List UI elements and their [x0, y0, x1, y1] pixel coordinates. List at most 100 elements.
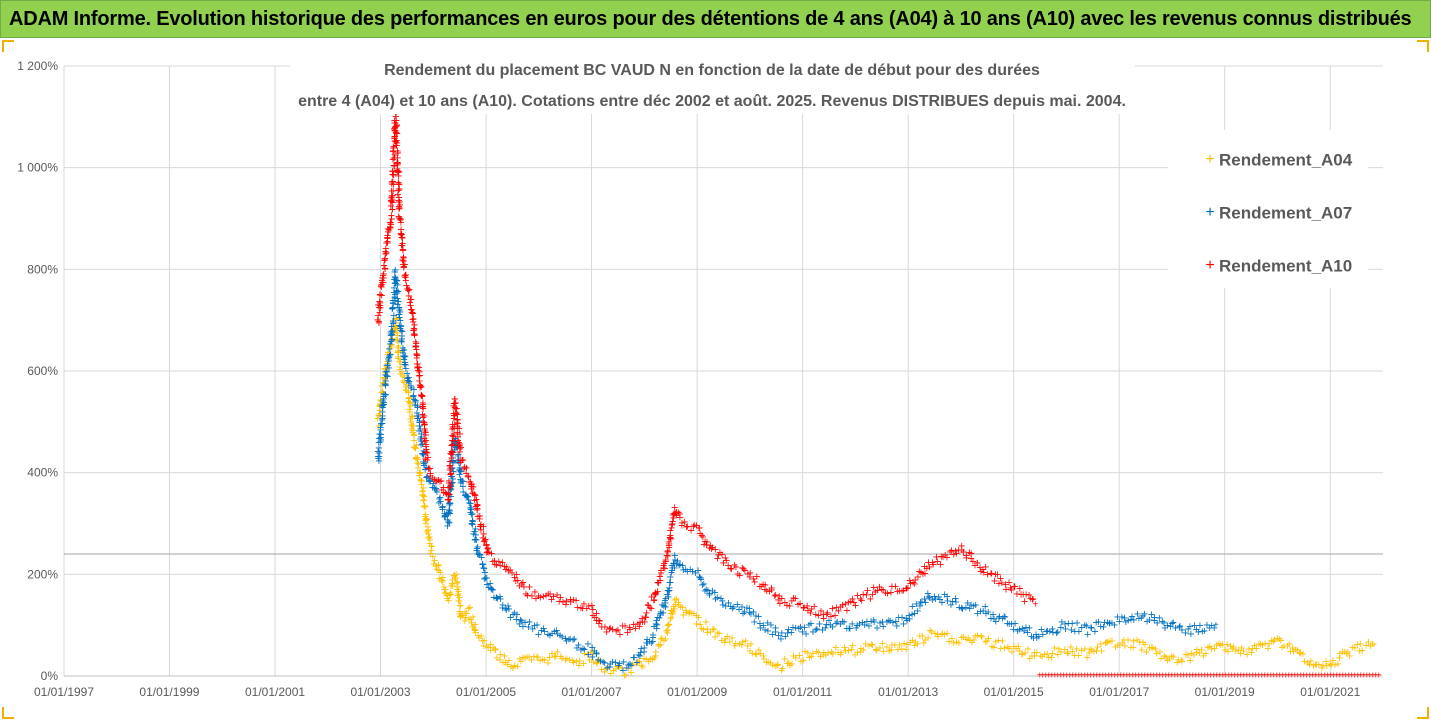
data-point-a07: +	[664, 592, 672, 603]
data-point-a07: +	[440, 508, 448, 519]
data-point-a07: +	[466, 507, 474, 518]
data-point-a07: +	[378, 415, 386, 426]
data-point-a04: +	[530, 651, 538, 662]
data-point-a07: +	[635, 650, 643, 661]
data-point-a07: +	[534, 630, 542, 641]
y-tick-label: 200%	[27, 567, 58, 581]
data-point-a07: +	[565, 634, 573, 645]
data-point-a04: +	[586, 647, 594, 658]
data-point-a04: +	[500, 651, 508, 662]
data-point-a04: +	[1108, 636, 1116, 647]
data-point-a04: +	[398, 367, 406, 378]
data-point-a07: +	[399, 351, 407, 362]
data-point-a04: +	[1311, 660, 1319, 671]
data-point-a10: +	[420, 411, 428, 422]
data-point-a07: +	[828, 622, 836, 633]
data-point-a04: +	[1004, 642, 1012, 653]
data-point-a07: +	[483, 579, 491, 590]
data-point-a04: +	[958, 632, 966, 643]
data-point-a07: +	[967, 600, 975, 611]
data-point-a04: +	[1289, 647, 1297, 658]
data-point-a04: +	[667, 609, 675, 620]
data-point-a07: +	[649, 637, 657, 648]
data-point-a07: +	[697, 573, 705, 584]
data-point-a07: +	[654, 612, 662, 623]
data-point-a04: +	[1351, 643, 1359, 654]
data-point-a07: +	[381, 390, 389, 401]
data-point-a07: +	[630, 652, 638, 663]
data-point-a04: +	[394, 347, 402, 358]
data-point-a07: +	[673, 559, 681, 570]
data-point-a04: +	[601, 667, 609, 678]
data-point-a04: +	[934, 632, 942, 643]
data-point-a07: +	[671, 555, 679, 566]
data-point-a10: +	[394, 185, 402, 196]
data-point-a04: +	[412, 443, 420, 454]
data-point-a07: +	[469, 516, 477, 527]
data-point-a07: +	[376, 425, 384, 436]
data-point-a07: +	[413, 408, 421, 419]
data-point-a04: +	[424, 529, 432, 540]
data-point-a07: +	[485, 583, 493, 594]
data-point-a04: +	[434, 561, 442, 572]
data-point-a04: +	[428, 542, 436, 553]
data-point-a10: +	[410, 331, 418, 342]
data-point-a07: +	[789, 623, 797, 634]
data-point-a04: +	[857, 644, 865, 655]
data-point-a10: +	[378, 278, 386, 289]
data-point-a07: +	[397, 326, 405, 337]
data-point-a07: +	[899, 619, 907, 630]
data-point-a07: +	[843, 624, 851, 635]
data-point-a10: +	[419, 402, 427, 413]
data-point-a04: +	[1368, 639, 1376, 650]
data-point-a04: +	[669, 607, 677, 618]
data-point-a04: +	[622, 670, 630, 681]
data-point-a07: +	[718, 596, 726, 607]
data-point-a04: +	[454, 590, 462, 601]
data-point-a10: +	[394, 158, 402, 169]
data-point-a07: +	[743, 603, 751, 614]
data-point-a10: +	[395, 197, 403, 208]
data-point-a04: +	[454, 596, 462, 607]
data-point-a04: +	[613, 662, 621, 673]
data-point-a07: +	[1140, 609, 1148, 620]
data-point-a04: +	[394, 343, 402, 354]
data-point-a07: +	[389, 295, 397, 306]
data-point-a10: +	[408, 314, 416, 325]
data-point-a10: +	[412, 337, 420, 348]
data-point-a10: +	[393, 136, 401, 147]
x-tick-label: 01/01/2009	[667, 685, 727, 699]
data-point-a07: +	[390, 311, 398, 322]
data-point-a07: +	[584, 639, 592, 650]
data-point-a04: +	[938, 629, 946, 640]
data-point-a07: +	[636, 651, 644, 662]
data-point-a07: +	[459, 476, 467, 487]
data-point-a10: +	[388, 191, 396, 202]
data-point-a07: +	[395, 305, 403, 316]
data-point-a04: +	[381, 373, 389, 384]
data-point-a04: +	[375, 410, 383, 421]
data-point-a07: +	[661, 602, 669, 613]
data-point-a04: +	[420, 491, 428, 502]
data-point-a04: +	[620, 671, 628, 682]
data-point-a07: +	[382, 367, 390, 378]
data-point-a07: +	[414, 411, 422, 422]
data-point-a07: +	[1097, 622, 1105, 633]
data-point-a04: +	[452, 569, 460, 580]
data-point-a07: +	[381, 379, 389, 390]
data-point-a04: +	[822, 650, 830, 661]
data-point-a07: +	[832, 618, 840, 629]
data-point-a04: +	[447, 581, 455, 592]
data-point-a04: +	[454, 582, 462, 593]
data-point-a07: +	[418, 449, 426, 460]
data-point-a10: +	[405, 291, 413, 302]
data-point-a04: +	[665, 620, 673, 631]
data-point-a04: +	[792, 653, 800, 664]
corner-mark-bottom-left	[2, 707, 14, 719]
data-point-a04: +	[470, 622, 478, 633]
data-point-a04: +	[565, 655, 573, 666]
data-point-a04: +	[414, 463, 422, 474]
data-point-a07: +	[1039, 629, 1047, 640]
data-point-a10: +	[388, 214, 396, 225]
data-point-a07: +	[396, 316, 404, 327]
